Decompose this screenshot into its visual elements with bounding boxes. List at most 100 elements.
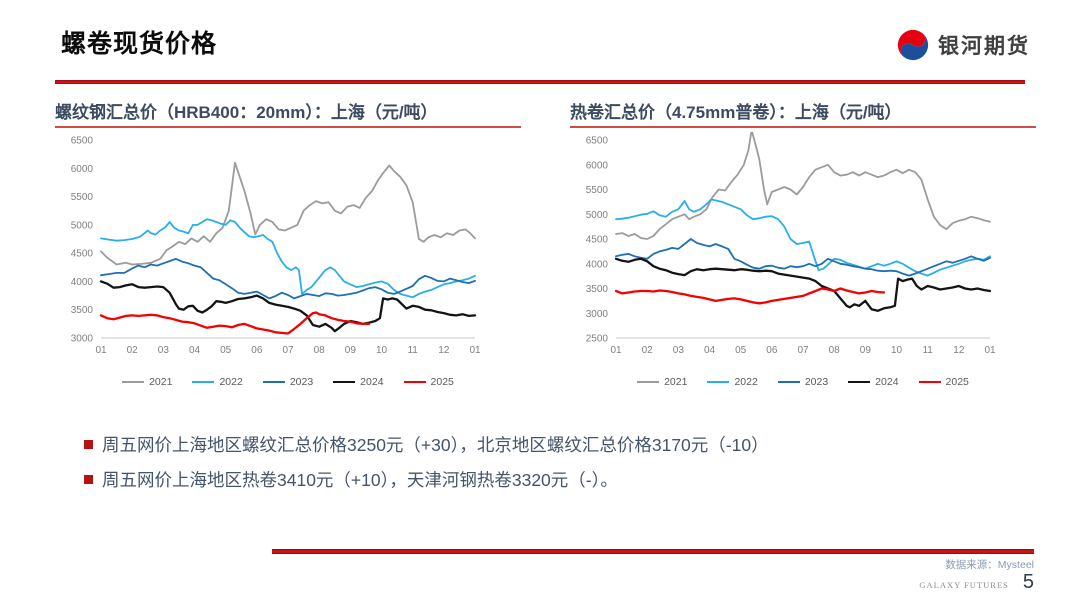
hot-coil-price-chart: 2500 3000 3500 4000 4500 5000 5500 6000 6500 01 02… [586, 132, 996, 356]
svg-text:08: 08 [314, 345, 326, 356]
legend-label: 2022 [219, 376, 243, 388]
legend-label: 2024 [875, 376, 899, 388]
legend-line-swatch [777, 380, 800, 384]
svg-text:02: 02 [642, 345, 654, 356]
legend-item-2024: 2024 [333, 376, 384, 388]
page-number: 5 [1022, 571, 1034, 593]
svg-text:03: 03 [673, 345, 685, 356]
legend-item-2025: 2025 [403, 376, 454, 388]
svg-text:04: 04 [189, 345, 201, 356]
legend-item-2022: 2022 [707, 376, 758, 388]
series-2025-line [614, 287, 886, 305]
svg-text:2500: 2500 [586, 334, 609, 345]
brand-text: GALAXY FUTURES [919, 580, 1009, 590]
svg-text:09: 09 [345, 345, 357, 356]
svg-text:5000: 5000 [586, 210, 609, 221]
galaxy-futures-logo: 银河期货 [896, 28, 1030, 62]
series-2021-line [615, 132, 991, 240]
svg-text:3000: 3000 [586, 309, 609, 320]
header-divider [55, 80, 1025, 84]
legend-label: 2021 [149, 376, 173, 388]
svg-text:5000: 5000 [71, 220, 94, 231]
svg-text:11: 11 [922, 345, 933, 356]
series-2023-line [100, 257, 476, 300]
legend-label: 2022 [734, 376, 758, 388]
svg-text:07: 07 [282, 345, 294, 356]
svg-text:01: 01 [469, 345, 481, 356]
bullet-item: 周五网价上海地区螺纹汇总价格3250元（+30），北京地区螺纹汇总价格3170元… [84, 434, 769, 457]
svg-text:4500: 4500 [71, 249, 94, 260]
svg-text:12: 12 [953, 345, 965, 356]
rebar-chart-panel: 螺纹钢汇总价（HRB400：20mm）：上海（元/吨） 3000 3500 4000… [55, 98, 521, 388]
legend-line-swatch [637, 380, 660, 384]
svg-text:09: 09 [860, 345, 872, 356]
page-title: 螺卷现货价格 [61, 30, 218, 58]
svg-text:11: 11 [407, 345, 418, 356]
series-2022-line [615, 198, 991, 277]
svg-text:4500: 4500 [586, 235, 609, 246]
legend-label: 2025 [430, 376, 454, 388]
legend-item-2023: 2023 [777, 376, 829, 388]
svg-text:6500: 6500 [586, 136, 609, 147]
series-2023-line [615, 238, 991, 277]
y-axis: 2500 3000 3500 4000 4500 5000 5500 6000 6500 [586, 136, 609, 345]
legend-label: 2023 [804, 376, 829, 388]
svg-text:3500: 3500 [586, 284, 609, 295]
legend-line-swatch [848, 380, 871, 384]
svg-text:03: 03 [158, 345, 170, 356]
svg-text:05: 05 [220, 345, 232, 356]
y-axis: 3000 3500 4000 4500 5000 5500 6000 6500 [71, 136, 94, 345]
svg-text:02: 02 [127, 345, 139, 356]
series-2024-line [614, 257, 992, 312]
legend-item-2021: 2021 [122, 376, 172, 388]
svg-text:04: 04 [704, 345, 716, 356]
series-2025-line [99, 311, 371, 335]
legend-label: 2021 [664, 376, 688, 388]
svg-text:4000: 4000 [586, 259, 609, 270]
x-axis: 01 02 03 04 05 06 07 08 09 10 11 12 01 [95, 345, 481, 356]
svg-text:01: 01 [984, 345, 996, 356]
legend-line-swatch [918, 380, 941, 384]
footer-divider [272, 549, 1034, 554]
legend-label: 2025 [945, 376, 969, 388]
rebar-price-chart: 3000 3500 4000 4500 5000 5500 6000 6500 01 02 03 04… [71, 136, 481, 357]
svg-text:06: 06 [766, 345, 778, 356]
svg-text:08: 08 [829, 345, 841, 356]
galaxy-swirl-icon [897, 29, 929, 61]
svg-text:10: 10 [376, 345, 388, 356]
x-axis: 01 02 03 04 05 06 07 08 09 10 11 12 01 [610, 345, 996, 356]
legend-line-swatch [403, 380, 426, 384]
hot-coil-chart-panel: 热卷汇总价（4.75mm普卷）：上海（元/吨） 2500 3000 3500 4000… [570, 98, 1036, 388]
svg-text:10: 10 [891, 345, 903, 356]
hot-coil-chart-legend: 2021 2022 2023 2024 2025 [570, 376, 1036, 388]
logo-text: 银河期货 [938, 35, 1030, 58]
legend-line-swatch [262, 380, 285, 384]
svg-text:05: 05 [735, 345, 747, 356]
legend-item-2024: 2024 [848, 376, 899, 388]
svg-text:01: 01 [95, 345, 107, 356]
series-2024-line [99, 280, 477, 333]
rebar-chart-title: 螺纹钢汇总价（HRB400：20mm）：上海（元/吨） [55, 98, 521, 128]
bullet-text: 周五网价上海地区螺纹汇总价格3250元（+30），北京地区螺纹汇总价格3170元… [102, 435, 769, 455]
svg-text:6000: 6000 [586, 160, 609, 171]
data-source: 数据来源：Mysteel [945, 559, 1034, 571]
legend-item-2022: 2022 [192, 376, 243, 388]
svg-text:12: 12 [438, 345, 450, 356]
bullet-square-icon [84, 440, 93, 449]
legend-line-swatch [707, 380, 730, 384]
legend-item-2021: 2021 [637, 376, 687, 388]
svg-text:01: 01 [610, 345, 622, 356]
legend-line-swatch [192, 380, 215, 384]
svg-text:6500: 6500 [71, 136, 94, 147]
legend-line-swatch [122, 380, 145, 384]
legend-line-swatch [333, 380, 356, 384]
bullet-item: 周五网价上海地区热卷3410元（+10），天津河钢热卷3320元（-）。 [84, 469, 769, 492]
hot-coil-chart-title: 热卷汇总价（4.75mm普卷）：上海（元/吨） [570, 98, 1036, 128]
svg-text:4000: 4000 [71, 277, 94, 288]
footer-brand-row: GALAXY FUTURES 5 [919, 571, 1034, 594]
legend-item-2025: 2025 [918, 376, 969, 388]
svg-text:5500: 5500 [71, 192, 94, 203]
rebar-chart-legend: 2021 2022 2023 2024 2025 [55, 376, 521, 388]
legend-label: 2024 [360, 376, 384, 388]
svg-text:3000: 3000 [71, 334, 94, 345]
